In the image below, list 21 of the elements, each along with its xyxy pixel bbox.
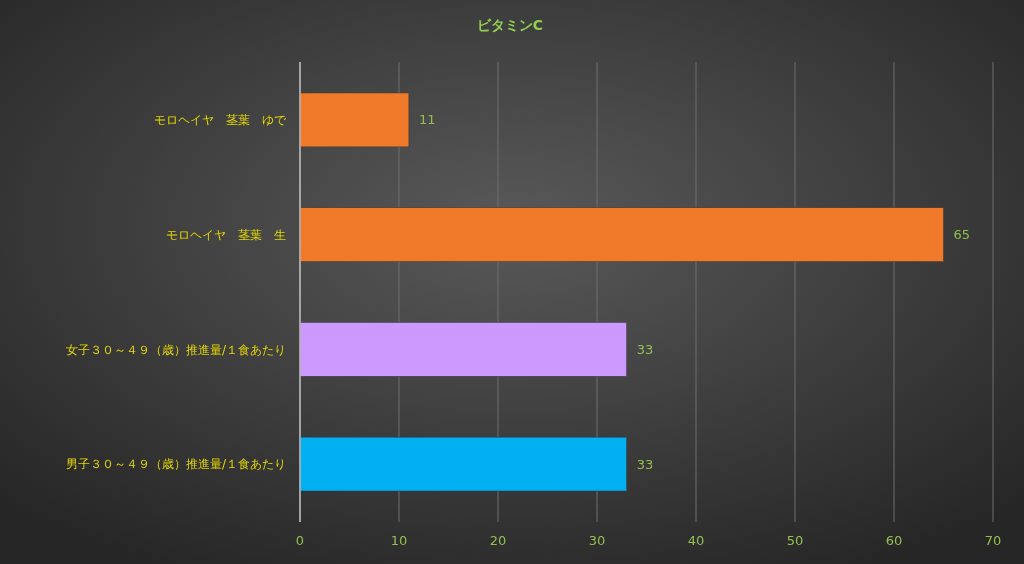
data-label: 11 <box>418 112 436 128</box>
y-tick-label: 女子３０～４９（歳）推進量/１食あたり <box>65 342 286 357</box>
data-label: 33 <box>636 456 654 472</box>
x-tick-label: 50 <box>786 533 804 548</box>
x-tick-label: 0 <box>295 533 305 548</box>
y-tick-label: 男子３０～４９（歳）推進量/１食あたり <box>65 457 286 472</box>
chart-title: ビタミンC <box>476 17 544 33</box>
y-tick-label: モロヘイヤ 茎葉 ゆで <box>154 113 287 128</box>
x-tick-label: 10 <box>390 533 408 548</box>
x-tick-label: 60 <box>885 533 903 548</box>
data-label: 33 <box>636 341 654 357</box>
bar <box>299 322 627 377</box>
bar <box>299 436 627 492</box>
x-tick-label: 40 <box>687 533 705 548</box>
y-tick-label: モロヘイヤ 茎葉 生 <box>166 227 286 242</box>
x-tick-label: 30 <box>588 533 606 548</box>
bar <box>299 207 944 262</box>
bar <box>299 92 410 148</box>
data-label: 65 <box>953 227 971 243</box>
x-tick-label: 70 <box>984 533 1002 548</box>
x-tick-label: 20 <box>489 533 507 548</box>
